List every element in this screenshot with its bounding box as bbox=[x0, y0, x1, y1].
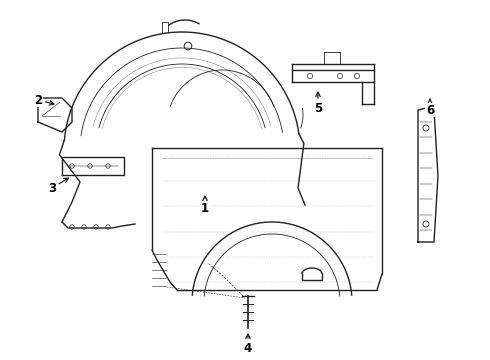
Text: 5: 5 bbox=[314, 92, 322, 114]
Text: 3: 3 bbox=[48, 178, 69, 194]
Text: 6: 6 bbox=[426, 99, 434, 117]
Text: 1: 1 bbox=[201, 196, 209, 215]
Text: 4: 4 bbox=[244, 334, 252, 355]
Text: 2: 2 bbox=[34, 94, 54, 107]
